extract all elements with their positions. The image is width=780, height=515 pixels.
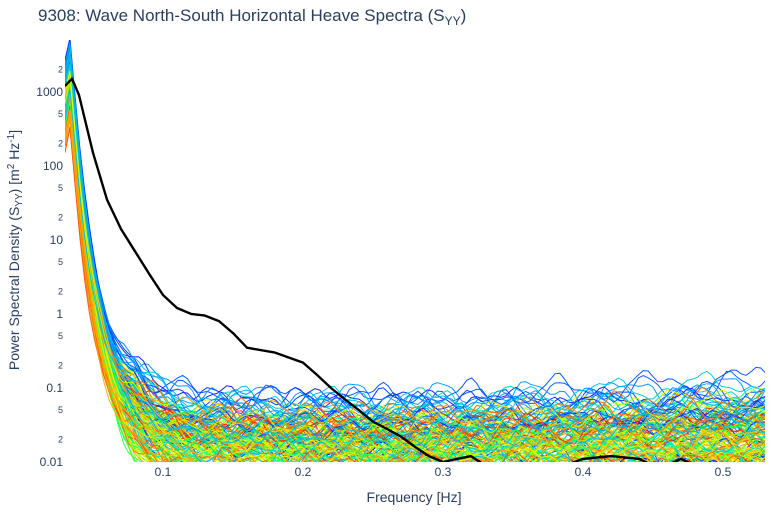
spectrum-series-97 <box>65 78 765 441</box>
y-tick-label-3: 10 <box>50 233 64 247</box>
y-tick-label-2: 1 <box>56 307 63 321</box>
y-minor-tick-label-9: 5 <box>58 109 63 119</box>
y-axis-label: Power Spectral Density (SYY) [m2 Hz-1] <box>6 130 25 370</box>
x-tick-label-0: 0.1 <box>155 465 172 479</box>
spectrum-series-124 <box>65 78 758 462</box>
spectrum-series-2 <box>65 109 765 434</box>
spectrum-series-30 <box>65 57 765 412</box>
spectrum-series-23 <box>65 73 765 443</box>
spectrum-series-11 <box>65 65 765 435</box>
y-minor-tick-label-4: 2 <box>58 287 63 297</box>
spectrum-series-148 <box>65 100 765 450</box>
spectrum-series-147 <box>65 57 765 446</box>
spectrum-series-41 <box>65 70 765 424</box>
mean-spectrum-line <box>65 77 691 462</box>
spectrum-series-43 <box>65 90 765 429</box>
spectrum-series-4 <box>65 87 765 439</box>
spectrum-series-19 <box>65 91 765 462</box>
spectrum-series-78 <box>65 60 765 411</box>
y-tick-label-4: 100 <box>43 159 63 173</box>
y-minor-tick-label-10: 2 <box>58 64 63 74</box>
chart-title: 9308: Wave North-South Horizontal Heave … <box>38 6 466 28</box>
y-minor-tick-label-7: 5 <box>58 183 63 193</box>
spectra-series <box>65 40 765 462</box>
spectrum-series-156 <box>65 77 765 435</box>
y-minor-tick-label-0: 2 <box>58 435 63 445</box>
y-tick-label-1: 0.1 <box>46 381 63 395</box>
x-axis-label: Frequency [Hz] <box>367 489 462 505</box>
spectrum-series-91 <box>65 57 765 446</box>
y-axis-ticks: 0.01 0.1 1 10 100 1000 2 5 2 5 2 5 2 5 2 5 2 <box>36 64 63 469</box>
spectrum-series-112 <box>65 40 765 438</box>
spectrum-series-152 <box>65 42 765 451</box>
spectrum-series-60 <box>65 97 765 455</box>
spectrum-series-96 <box>65 77 765 462</box>
y-minor-tick-label-6: 2 <box>58 213 63 223</box>
y-tick-label-0: 0.01 <box>40 455 64 469</box>
spectrum-series-18 <box>65 75 765 459</box>
y-minor-tick-label-2: 2 <box>58 361 63 371</box>
spectrum-series-52 <box>65 77 765 432</box>
spectrum-series-129 <box>65 111 765 452</box>
spectrum-series-25 <box>65 65 765 441</box>
spectrum-series-127 <box>65 90 765 461</box>
spectrum-series-73 <box>65 64 765 441</box>
y-minor-tick-label-8: 2 <box>58 139 63 149</box>
spectrum-series-158 <box>65 89 765 443</box>
spectrum-series-121 <box>65 87 765 411</box>
x-tick-label-2: 0.3 <box>435 465 452 479</box>
spectrum-series-58 <box>65 82 765 439</box>
spectrum-series-132 <box>65 92 765 421</box>
spectrum-series-146 <box>65 64 765 462</box>
x-tick-label-4: 0.5 <box>715 465 732 479</box>
spectrum-series-157 <box>65 70 765 462</box>
spectrum-series-142 <box>65 110 765 446</box>
spectrum-series-105 <box>65 90 765 426</box>
spectrum-series-117 <box>65 54 765 421</box>
x-tick-label-1: 0.2 <box>295 465 312 479</box>
spectrum-series-123 <box>65 101 765 459</box>
spectrum-series-47 <box>65 75 765 462</box>
spectrum-series-57 <box>65 80 765 426</box>
spectrum-series-13 <box>65 81 765 415</box>
spectrum-series-143 <box>65 75 765 445</box>
spectrum-series-139 <box>65 97 765 438</box>
spectrum-series-122 <box>65 73 686 462</box>
spectrum-series-29 <box>65 94 765 437</box>
spectrum-series-53 <box>65 58 746 462</box>
spectrum-series-69 <box>65 49 765 432</box>
spectrum-series-45 <box>65 62 765 429</box>
y-tick-label-5: 1000 <box>36 85 63 99</box>
spectrum-series-89 <box>65 73 765 415</box>
spectrum-series-137 <box>65 79 765 432</box>
y-minor-tick-label-5: 5 <box>58 257 63 267</box>
spectrum-series-141 <box>65 65 765 462</box>
spectrum-series-8 <box>65 61 765 422</box>
spectrum-series-140 <box>65 98 765 455</box>
spectrum-series-100 <box>65 60 765 421</box>
spectrum-series-151 <box>65 113 765 433</box>
x-tick-label-3: 0.4 <box>575 465 592 479</box>
y-minor-tick-label-3: 5 <box>58 331 63 341</box>
x-axis-ticks: 0.1 0.2 0.3 0.4 0.5 <box>155 465 732 479</box>
y-minor-tick-label-1: 5 <box>58 405 63 415</box>
spectrum-series-67 <box>65 92 765 421</box>
